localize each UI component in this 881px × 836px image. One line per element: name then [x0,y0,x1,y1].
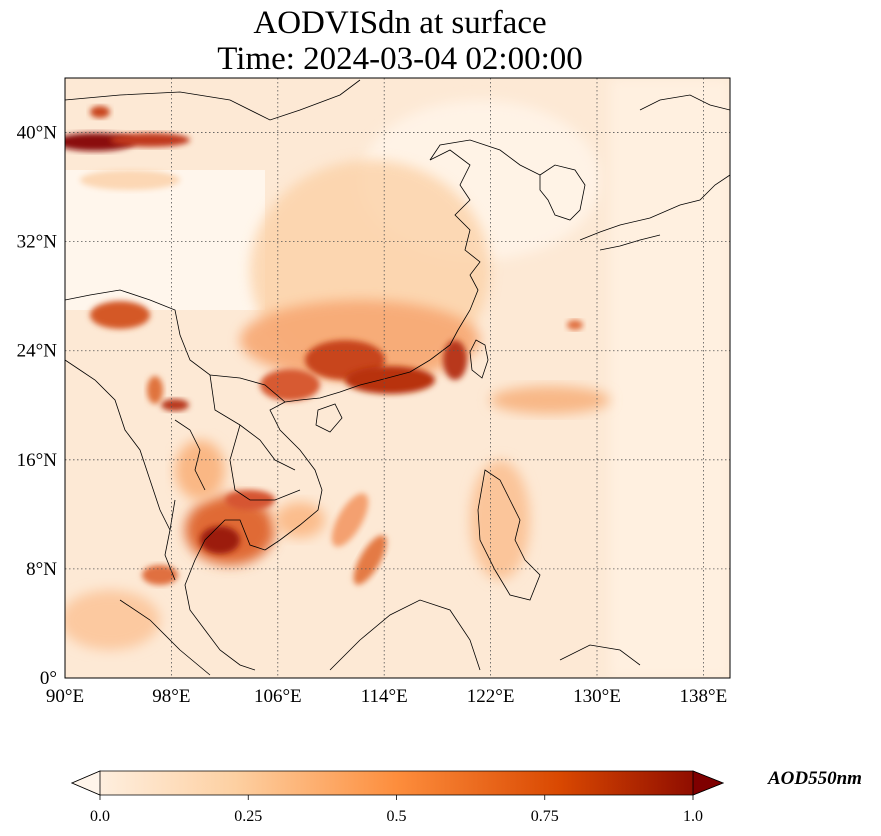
colorbar-tick-label: 0.5 [387,808,407,825]
colorbar-bar [70,770,725,796]
map-frame [64,77,731,679]
colorbar-tick-label: 0.0 [90,808,110,825]
lon-tick-label: 106°E [254,686,302,707]
aod-field [65,78,730,678]
colorbar-extend-high [692,770,725,796]
colorbar-ticks: 0.0 0.25 0.5 0.75 1.0 [90,795,703,825]
lat-tick-label: 32°N [17,232,58,253]
lat-tick-label: 8°N [26,559,57,580]
lon-tick-label: 130°E [573,686,621,707]
latitude-labels: 0° 8°N 16°N 24°N 32°N 40°N [17,123,58,689]
colorbar: 0.0 0.25 0.5 0.75 1.0 [70,770,725,825]
longitude-labels: 90°E 98°E 106°E 114°E 122°E 130°E 138°E [46,686,727,707]
lat-tick-label: 40°N [17,123,58,144]
lat-tick-label: 24°N [17,341,58,362]
lon-tick-label: 138°E [680,686,728,707]
map-subtitle: Time: 2024-03-04 02:00:00 [217,41,583,77]
colorbar-label: AOD550nm [768,768,862,789]
colorbar-tick-label: 1.0 [683,808,703,825]
lon-tick-label: 98°E [152,686,190,707]
lat-tick-label: 0° [40,668,57,689]
lon-tick-label: 122°E [467,686,515,707]
lon-tick-label: 114°E [361,686,408,707]
graticule [65,78,730,678]
lon-tick-label: 90°E [46,686,84,707]
colorbar-tick-label: 0.75 [531,808,559,825]
colorbar-tick-label: 0.25 [234,808,262,825]
coastlines [65,79,730,676]
lat-tick-label: 16°N [17,450,58,471]
colorbar-extend-low [70,770,101,796]
map-title: AODVISdn at surface [253,5,547,41]
